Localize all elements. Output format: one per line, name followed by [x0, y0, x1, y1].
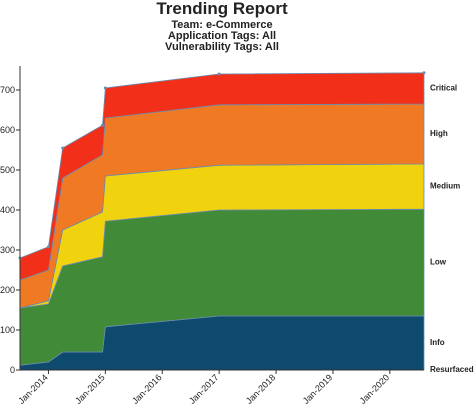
subtitle: Vulnerability Tags: All	[165, 41, 279, 53]
x-tick-label: Jan-2014	[16, 372, 50, 405]
x-tick-label: Jan-2015	[73, 372, 107, 405]
legend-label: Info	[430, 338, 445, 347]
x-tick-label: Jan-2019	[301, 372, 335, 405]
point	[61, 146, 65, 150]
x-tick-label: Jan-2016	[130, 372, 164, 405]
y-tick-label: 300	[0, 245, 15, 255]
legend-label: Resurfaced	[430, 365, 474, 374]
legend-label: Low	[430, 258, 447, 267]
legend-label: Critical	[430, 84, 457, 93]
legend-label: Medium	[430, 182, 460, 191]
point	[103, 86, 107, 90]
legend-label: High	[430, 129, 448, 138]
point	[46, 245, 50, 249]
x-tick-label: Jan-2020	[358, 372, 392, 405]
point	[217, 72, 221, 76]
y-tick-label: 400	[0, 205, 15, 215]
y-tick-label: 600	[0, 125, 15, 135]
y-tick-label: 500	[0, 165, 15, 175]
point	[422, 71, 426, 75]
x-tick-label: Jan-2018	[244, 372, 278, 405]
point	[101, 123, 105, 127]
chart-title: Trending Report	[156, 0, 288, 18]
area	[19, 72, 425, 281]
y-tick-label: 100	[0, 325, 15, 335]
subtitle: Application Tags: All	[168, 30, 276, 42]
y-tick-label: 700	[0, 85, 15, 95]
y-tick-label: 0	[10, 365, 15, 375]
subtitle: Team: e-Commerce	[171, 19, 272, 31]
y-tick-label: 200	[0, 285, 15, 295]
x-tick-label: Jan-2017	[187, 372, 221, 405]
